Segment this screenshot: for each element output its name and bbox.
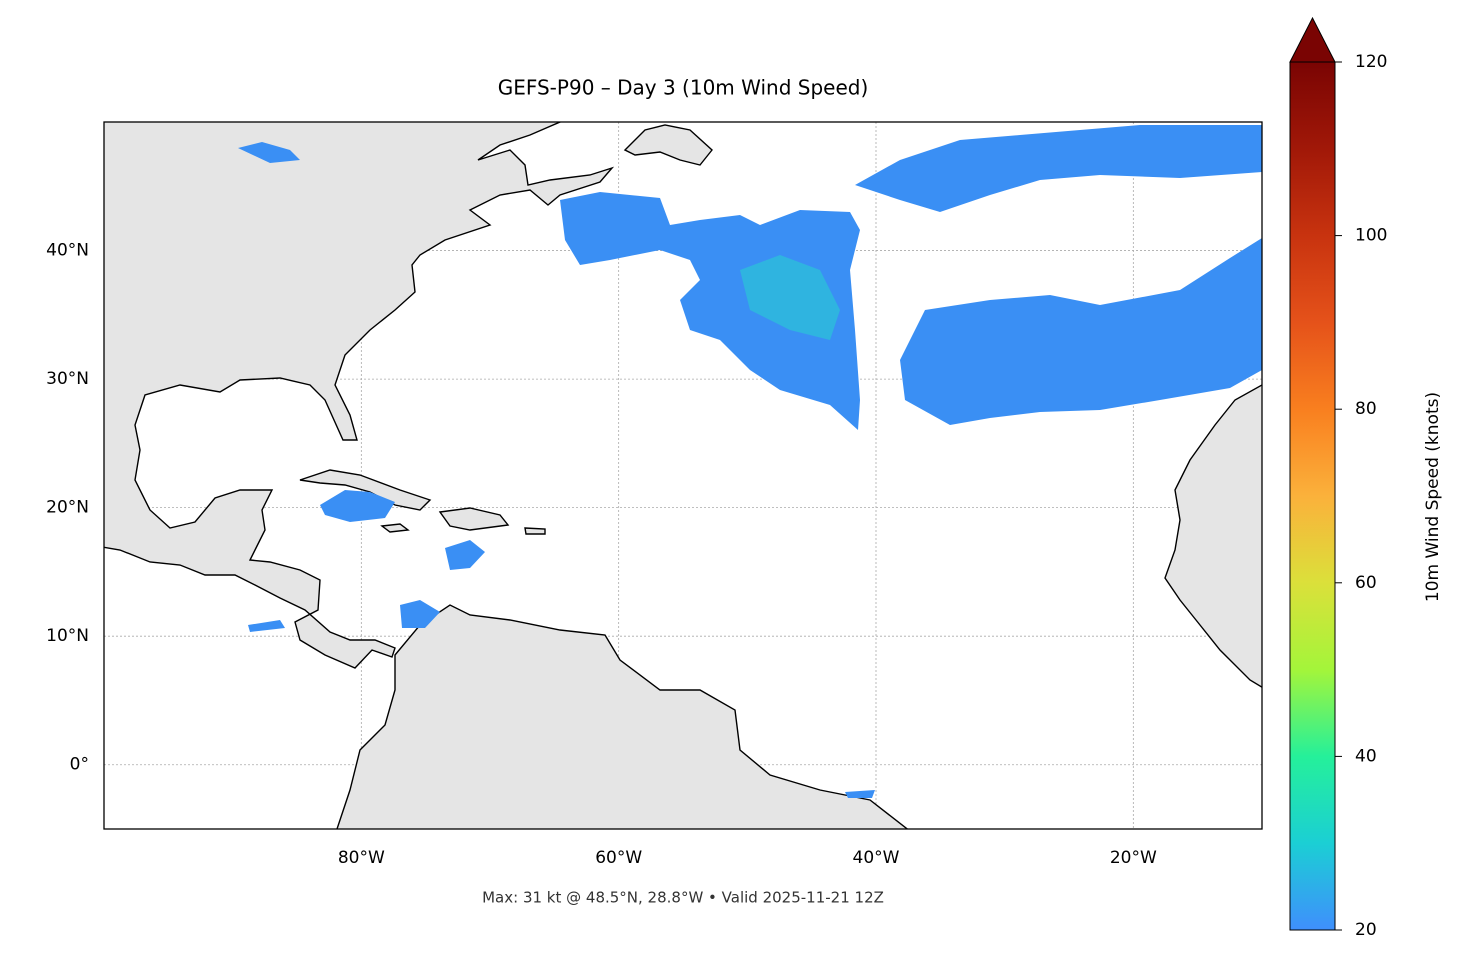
y-tick-label: 30°N bbox=[46, 369, 89, 389]
hispaniola bbox=[438, 507, 510, 531]
y-tick-label: 10°N bbox=[46, 626, 89, 646]
wind-area bbox=[900, 238, 1262, 425]
wind-area bbox=[238, 142, 300, 163]
x-tick-label: 60°W bbox=[595, 848, 642, 868]
colorbar-label: 10m Wind Speed (knots) bbox=[1423, 392, 1443, 602]
y-tick-label: 20°N bbox=[46, 498, 89, 518]
wind-area bbox=[320, 490, 395, 522]
south-america bbox=[336, 604, 909, 829]
africa bbox=[1164, 384, 1262, 689]
cuba bbox=[299, 469, 432, 511]
colorbar-tick-label: 20 bbox=[1355, 920, 1377, 940]
colorbar-extension bbox=[1289, 16, 1336, 63]
y-tick-label: 0° bbox=[70, 755, 89, 775]
wind-area bbox=[445, 540, 485, 570]
x-tick-label: 40°W bbox=[853, 848, 900, 868]
colorbar-tick-label: 100 bbox=[1355, 226, 1387, 246]
wind-area bbox=[855, 125, 1262, 212]
wind-area bbox=[560, 192, 860, 430]
newfoundland bbox=[623, 124, 713, 166]
colorbar-tick-label: 40 bbox=[1355, 746, 1377, 766]
colorbar-tick-label: 120 bbox=[1355, 52, 1387, 72]
wind-area bbox=[248, 620, 285, 632]
colorbar-frame bbox=[1289, 61, 1336, 931]
axes-frame bbox=[103, 121, 1263, 830]
colorbar-tick-label: 60 bbox=[1355, 573, 1377, 593]
colorbar-tick-label: 80 bbox=[1355, 399, 1377, 419]
colorbar bbox=[1290, 62, 1335, 930]
annotation: Max: 31 kt @ 48.5°N, 28.8°W • Valid 2025… bbox=[482, 889, 884, 907]
puerto-rico bbox=[524, 527, 546, 535]
chart-title: GEFS-P90 – Day 3 (10m Wind Speed) bbox=[498, 76, 869, 100]
x-tick-label: 80°W bbox=[338, 848, 385, 868]
x-tick-label: 20°W bbox=[1110, 848, 1157, 868]
jamaica bbox=[380, 523, 410, 533]
wind-area bbox=[400, 600, 440, 628]
y-tick-label: 40°N bbox=[46, 241, 89, 261]
north-america bbox=[104, 122, 615, 669]
wind-area bbox=[740, 255, 840, 340]
map bbox=[104, 122, 1262, 829]
wind-area bbox=[845, 790, 875, 798]
